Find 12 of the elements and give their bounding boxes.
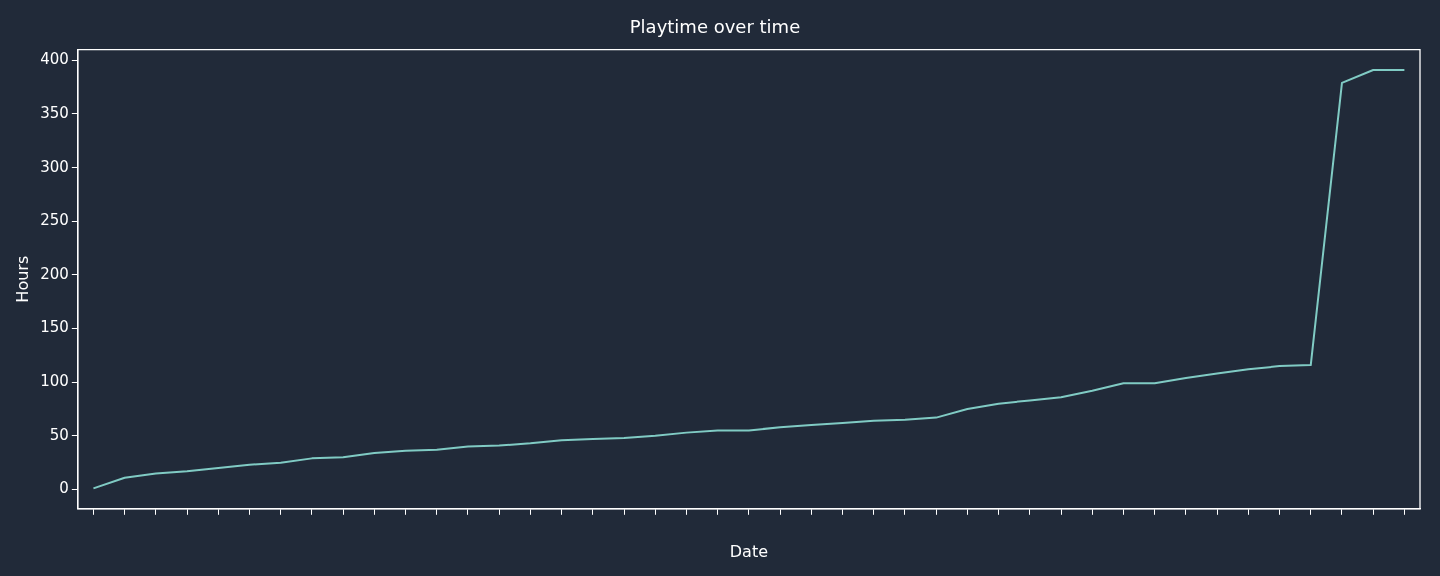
- y-tick-label: 350: [40, 103, 69, 122]
- y-tick-label: 250: [40, 211, 69, 230]
- y-tick-label: 50: [49, 425, 69, 444]
- chart-title: Playtime over time: [629, 16, 801, 38]
- x-axis-title: Date: [729, 541, 769, 561]
- y-tick-label: 300: [40, 157, 69, 176]
- y-tick-label: 200: [40, 264, 69, 283]
- y-tick-label: 400: [40, 50, 69, 69]
- y-tick-label: 100: [40, 372, 69, 391]
- y-tick-label: 150: [40, 318, 69, 337]
- y-tick-label: 0: [59, 479, 69, 498]
- y-axis-title: Hours: [12, 255, 32, 303]
